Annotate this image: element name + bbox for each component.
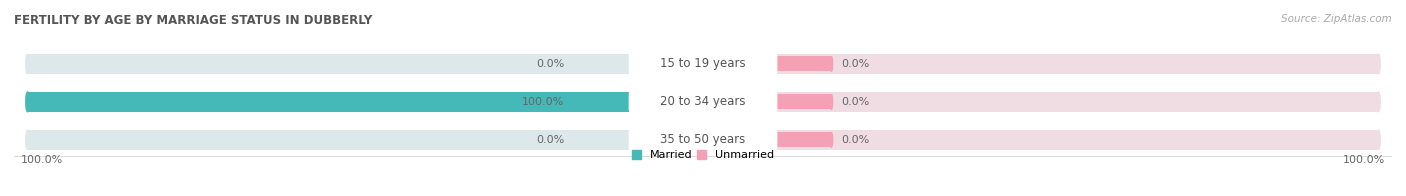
- Circle shape: [574, 56, 576, 71]
- Circle shape: [574, 94, 576, 109]
- Circle shape: [830, 94, 832, 109]
- Bar: [575, 56, 628, 71]
- Bar: [28, 92, 628, 112]
- Bar: [575, 94, 628, 109]
- Text: 20 to 34 years: 20 to 34 years: [661, 95, 745, 108]
- Text: 0.0%: 0.0%: [536, 135, 565, 145]
- Text: 0.0%: 0.0%: [536, 59, 565, 69]
- Text: 100.0%: 100.0%: [21, 155, 63, 165]
- Bar: [778, 54, 1378, 74]
- Bar: [778, 132, 831, 147]
- Text: 100.0%: 100.0%: [522, 97, 565, 107]
- Circle shape: [830, 132, 832, 147]
- Text: 0.0%: 0.0%: [841, 97, 870, 107]
- Bar: [28, 92, 628, 112]
- Legend: Married, Unmarried: Married, Unmarried: [627, 146, 779, 165]
- FancyBboxPatch shape: [628, 131, 778, 149]
- Text: 0.0%: 0.0%: [841, 59, 870, 69]
- Circle shape: [1376, 54, 1381, 74]
- FancyBboxPatch shape: [628, 93, 778, 111]
- Bar: [575, 132, 628, 147]
- Bar: [28, 54, 628, 74]
- Circle shape: [25, 130, 30, 150]
- Bar: [778, 56, 831, 71]
- Circle shape: [574, 132, 576, 147]
- Circle shape: [830, 56, 832, 71]
- FancyBboxPatch shape: [628, 55, 778, 73]
- Text: 35 to 50 years: 35 to 50 years: [661, 133, 745, 146]
- Text: Source: ZipAtlas.com: Source: ZipAtlas.com: [1281, 14, 1392, 24]
- Circle shape: [1376, 130, 1381, 150]
- Circle shape: [25, 92, 30, 112]
- Bar: [778, 130, 1378, 150]
- Circle shape: [1376, 92, 1381, 112]
- Text: 0.0%: 0.0%: [841, 135, 870, 145]
- Bar: [778, 94, 831, 109]
- Circle shape: [25, 92, 30, 112]
- Circle shape: [25, 54, 30, 74]
- Text: FERTILITY BY AGE BY MARRIAGE STATUS IN DUBBERLY: FERTILITY BY AGE BY MARRIAGE STATUS IN D…: [14, 14, 373, 27]
- Bar: [778, 92, 1378, 112]
- Text: 15 to 19 years: 15 to 19 years: [661, 57, 745, 70]
- Bar: [28, 130, 628, 150]
- Text: 100.0%: 100.0%: [1343, 155, 1385, 165]
